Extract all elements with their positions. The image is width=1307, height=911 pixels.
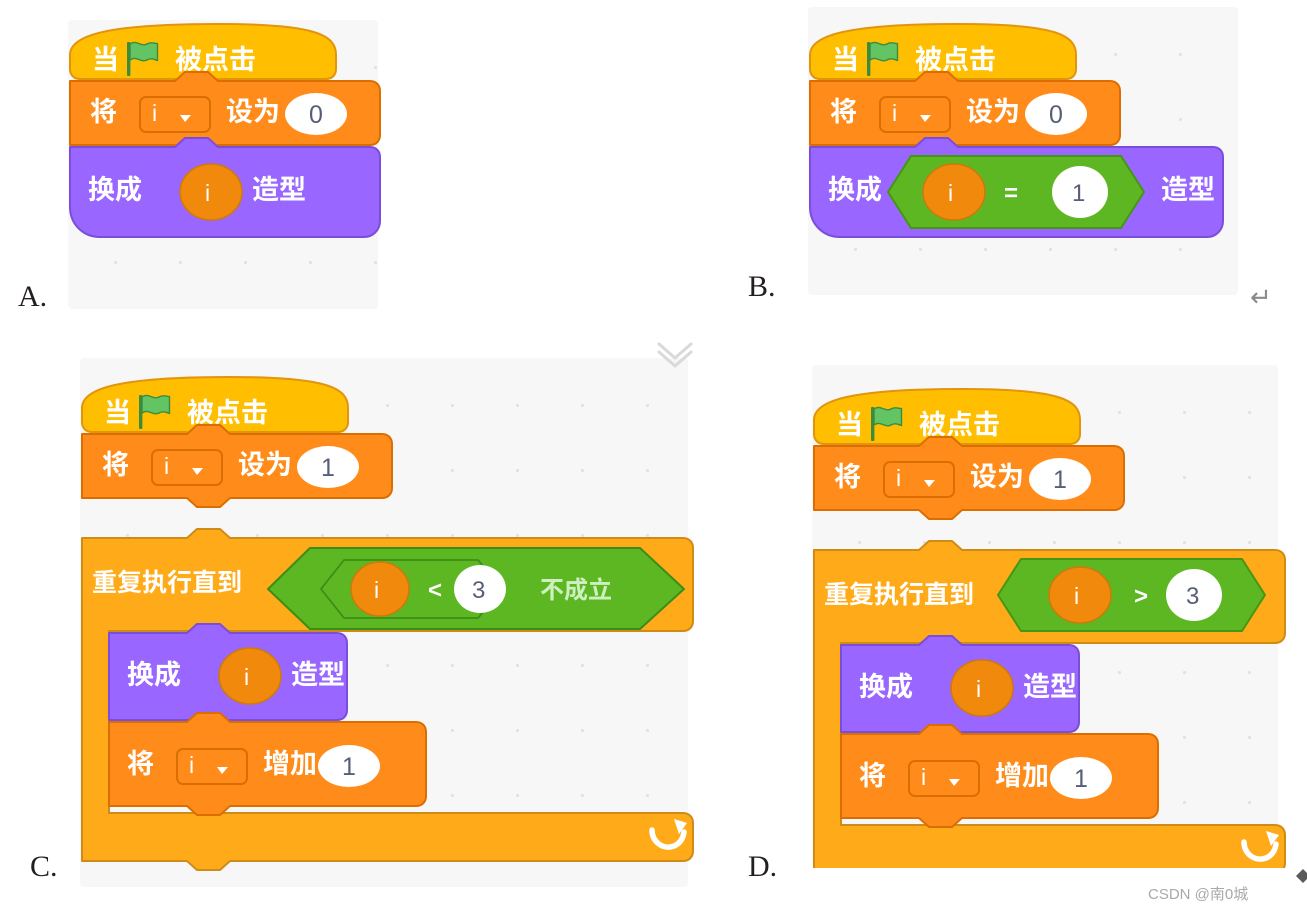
svg-text:设为: 设为	[238, 450, 292, 480]
svg-text:1: 1	[321, 454, 335, 482]
svg-text:换成: 换成	[127, 660, 181, 690]
svg-text:<: <	[428, 577, 442, 604]
svg-text:0: 0	[1049, 101, 1063, 129]
svg-text:当: 当	[104, 398, 131, 428]
svg-text:i: i	[892, 100, 897, 126]
svg-text:重复执行直到: 重复执行直到	[824, 581, 974, 609]
svg-text:增加: 增加	[995, 761, 1049, 791]
svg-text:将: 将	[859, 761, 886, 791]
svg-text:i: i	[896, 465, 901, 491]
svg-text:i: i	[152, 100, 157, 126]
svg-text:造型: 造型	[291, 660, 345, 690]
svg-text:3: 3	[472, 577, 485, 604]
svg-text:造型: 造型	[1023, 672, 1077, 702]
svg-text:被点击: 被点击	[175, 45, 256, 75]
svg-text:=: =	[1004, 180, 1018, 207]
svg-text:设为: 设为	[970, 462, 1024, 492]
svg-text:0: 0	[309, 101, 323, 129]
svg-text:当: 当	[92, 45, 119, 75]
svg-text:将: 将	[834, 462, 861, 492]
svg-text:将: 将	[830, 97, 857, 127]
svg-text:i: i	[189, 752, 194, 778]
svg-text:i: i	[244, 664, 249, 690]
svg-text:换成: 换成	[828, 175, 882, 205]
svg-text:不成立: 不成立	[540, 577, 612, 604]
svg-text:将: 将	[127, 749, 154, 779]
svg-text:1: 1	[1074, 765, 1088, 793]
svg-text:i: i	[1074, 583, 1079, 609]
svg-text:>: >	[1134, 583, 1148, 610]
svg-text:设为: 设为	[966, 97, 1020, 127]
svg-text:将: 将	[90, 97, 117, 127]
svg-text:i: i	[948, 180, 953, 206]
svg-text:i: i	[976, 676, 981, 702]
svg-text:当: 当	[836, 410, 863, 440]
svg-text:被点击: 被点击	[187, 398, 268, 428]
svg-text:将: 将	[102, 450, 129, 480]
svg-text:设为: 设为	[226, 97, 280, 127]
svg-text:i: i	[374, 577, 379, 603]
svg-text:1: 1	[1053, 466, 1067, 494]
svg-text:换成: 换成	[859, 672, 913, 702]
svg-text:被点击: 被点击	[915, 45, 996, 75]
svg-text:i: i	[164, 453, 169, 479]
svg-text:i: i	[921, 764, 926, 790]
svg-text:造型: 造型	[1161, 175, 1215, 205]
svg-text:3: 3	[1186, 583, 1199, 610]
svg-text:i: i	[205, 180, 210, 206]
svg-text:1: 1	[1072, 180, 1085, 207]
svg-text:被点击: 被点击	[919, 410, 1000, 440]
svg-text:造型: 造型	[252, 175, 306, 205]
svg-text:重复执行直到: 重复执行直到	[92, 569, 242, 597]
svg-text:当: 当	[832, 45, 859, 75]
svg-text:换成: 换成	[88, 175, 142, 205]
svg-text:1: 1	[342, 753, 356, 781]
svg-text:增加: 增加	[263, 749, 317, 779]
